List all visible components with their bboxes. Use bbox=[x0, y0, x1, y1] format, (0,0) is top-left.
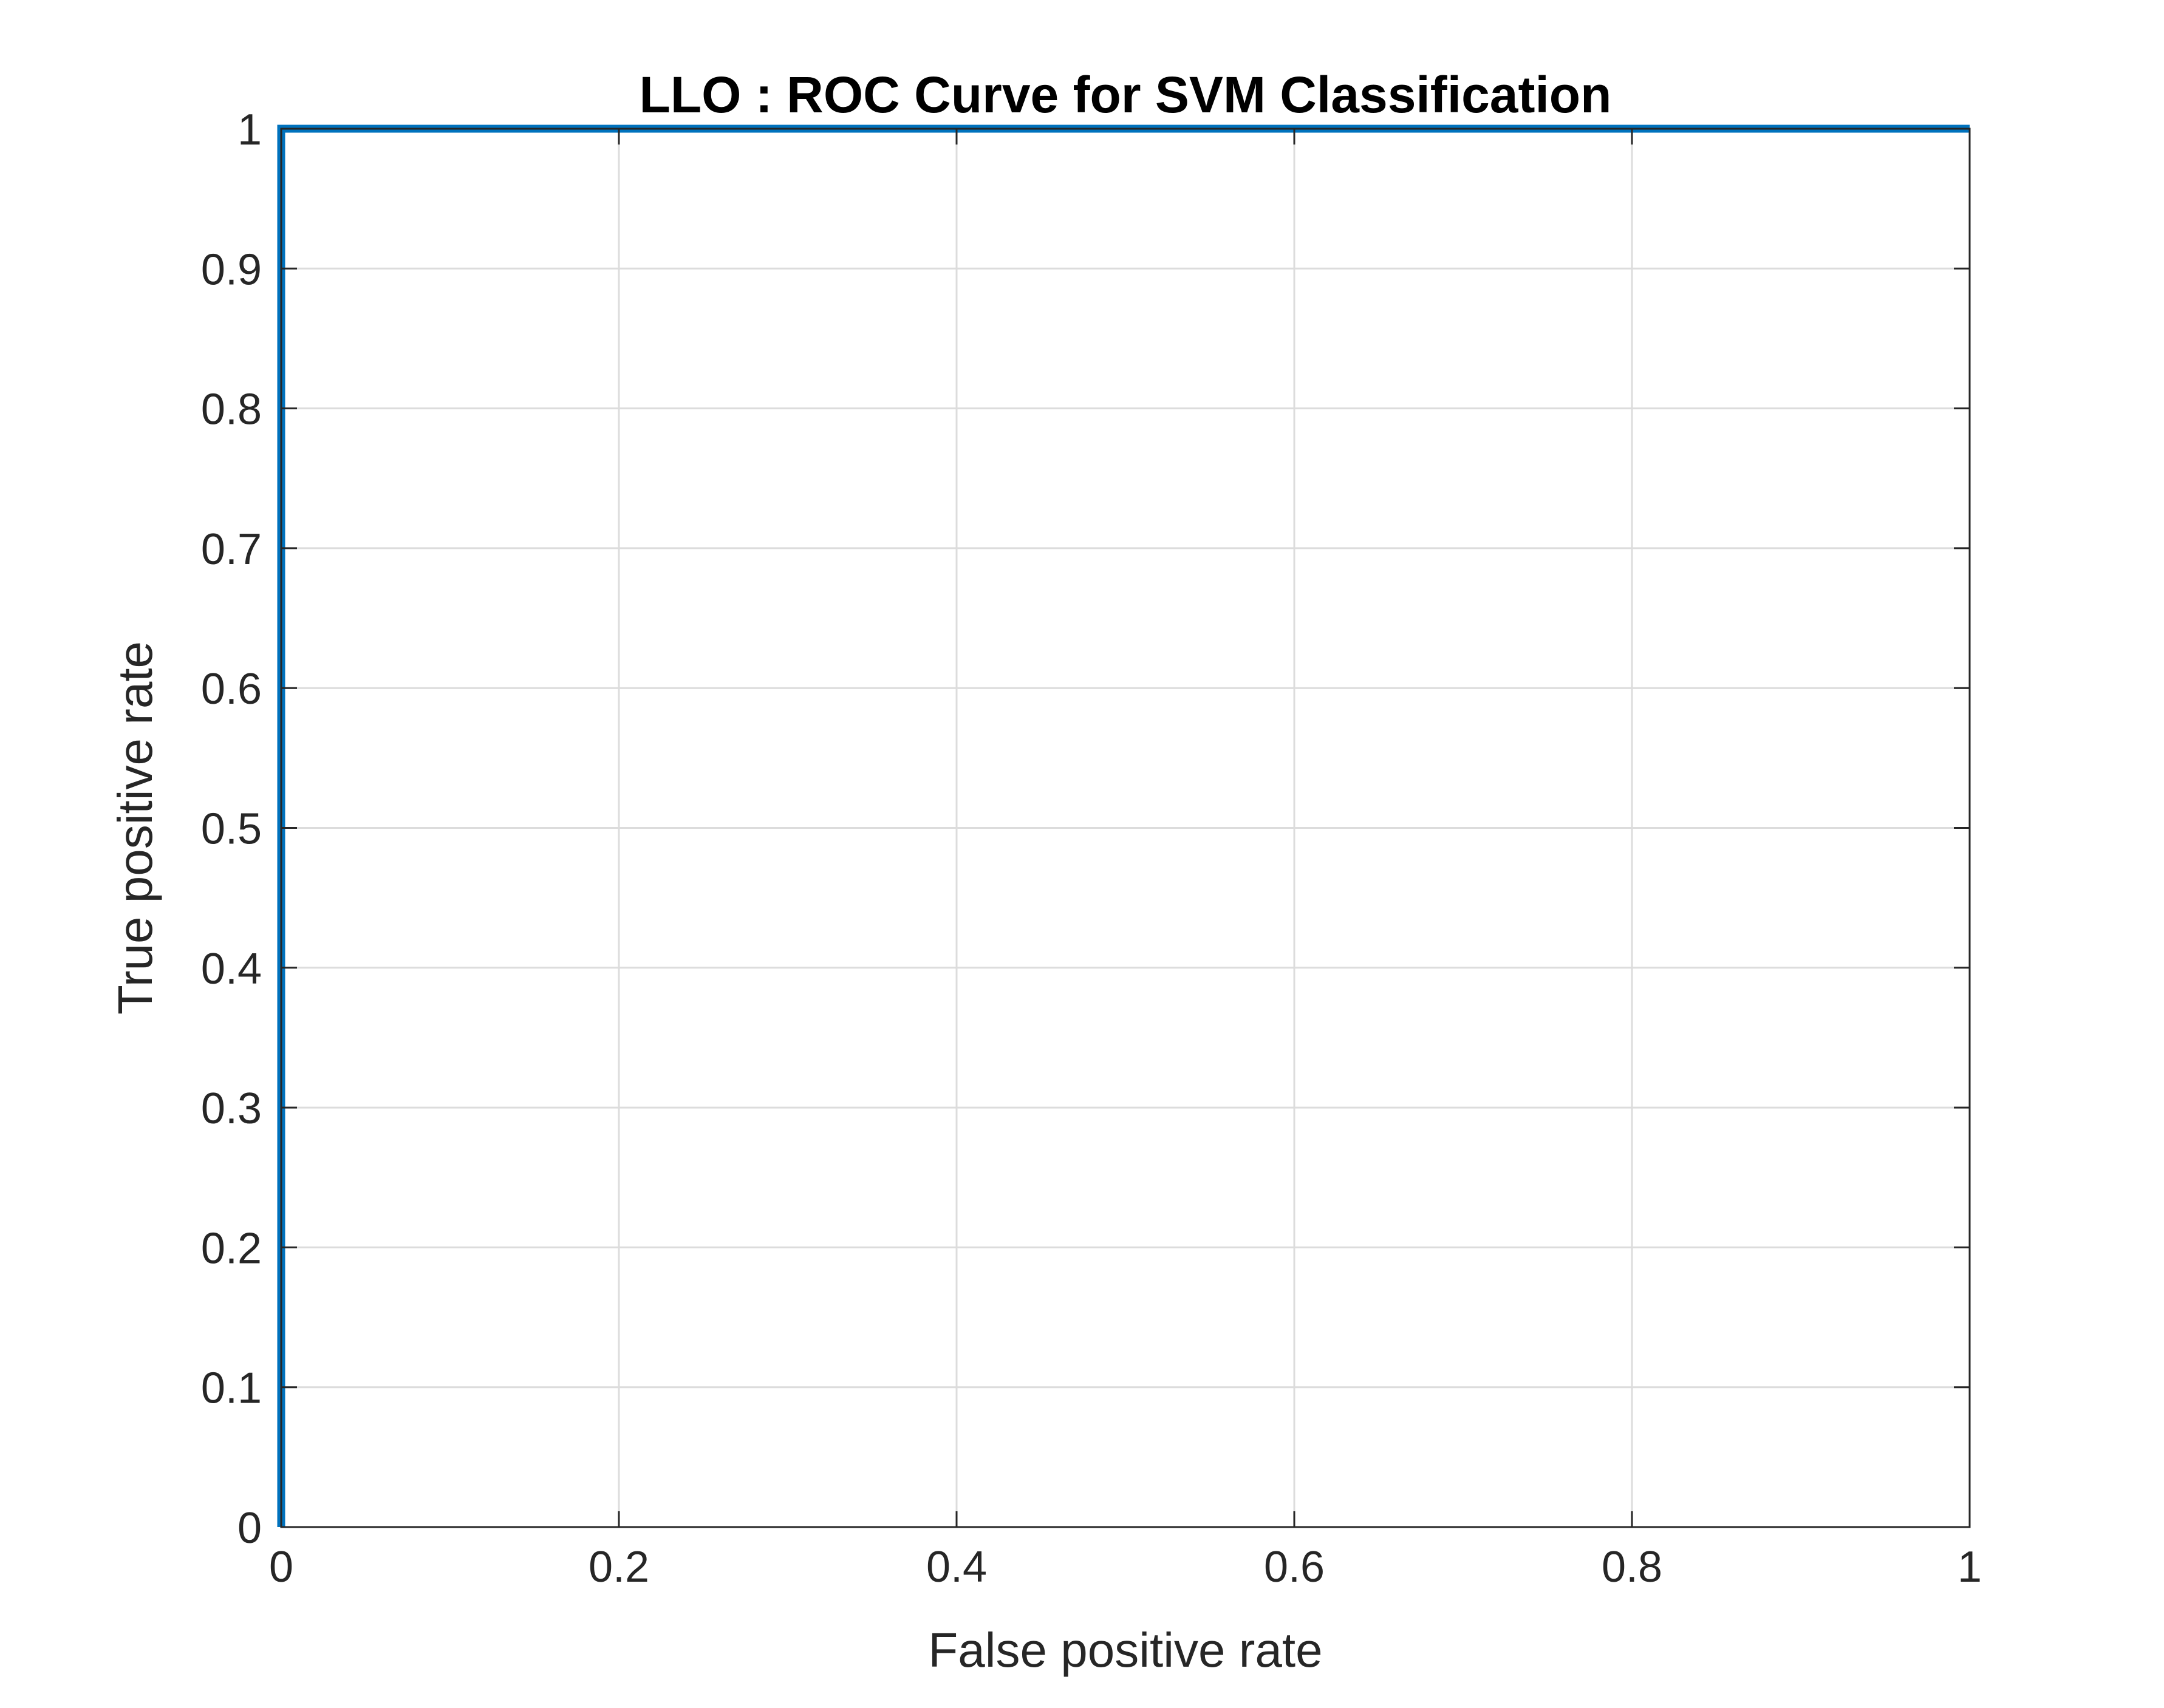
tick-marks bbox=[280, 128, 1971, 1528]
y-tick-label: 0.4 bbox=[201, 945, 262, 993]
y-tick-labels: 0 0.1 0.2 0.3 0.4 0.5 0.6 0.7 0.8 0.9 1 bbox=[201, 106, 262, 1553]
y-tick-label: 0.8 bbox=[201, 386, 262, 434]
y-tick-label: 0.6 bbox=[201, 665, 262, 713]
x-tick-label: 0.2 bbox=[589, 1543, 649, 1591]
x-tick-label: 0.6 bbox=[1264, 1543, 1325, 1591]
x-tick-label: 1 bbox=[1957, 1543, 1982, 1591]
y-tick-label: 0.5 bbox=[201, 805, 262, 854]
y-tick-label: 0.1 bbox=[201, 1364, 262, 1413]
y-tick-label: 0.7 bbox=[201, 525, 262, 574]
chart-title: LLO : ROC Curve for SVM Classification bbox=[640, 66, 1612, 123]
x-axis-label: False positive rate bbox=[928, 1623, 1322, 1677]
y-tick-label: 0 bbox=[237, 1504, 262, 1553]
y-tick-label: 0.3 bbox=[201, 1084, 262, 1133]
x-tick-labels: 0 0.2 0.4 0.6 0.8 1 bbox=[269, 1543, 1982, 1591]
y-tick-label: 0.9 bbox=[201, 245, 262, 294]
y-axis-label: True positive rate bbox=[108, 641, 162, 1015]
y-tick-label: 1 bbox=[237, 106, 262, 154]
y-tick-label: 0.2 bbox=[201, 1224, 262, 1273]
x-tick-label: 0.8 bbox=[1602, 1543, 1662, 1591]
grid-lines bbox=[280, 128, 1971, 1528]
x-tick-label: 0.4 bbox=[926, 1543, 987, 1591]
x-tick-label: 0 bbox=[269, 1543, 293, 1591]
